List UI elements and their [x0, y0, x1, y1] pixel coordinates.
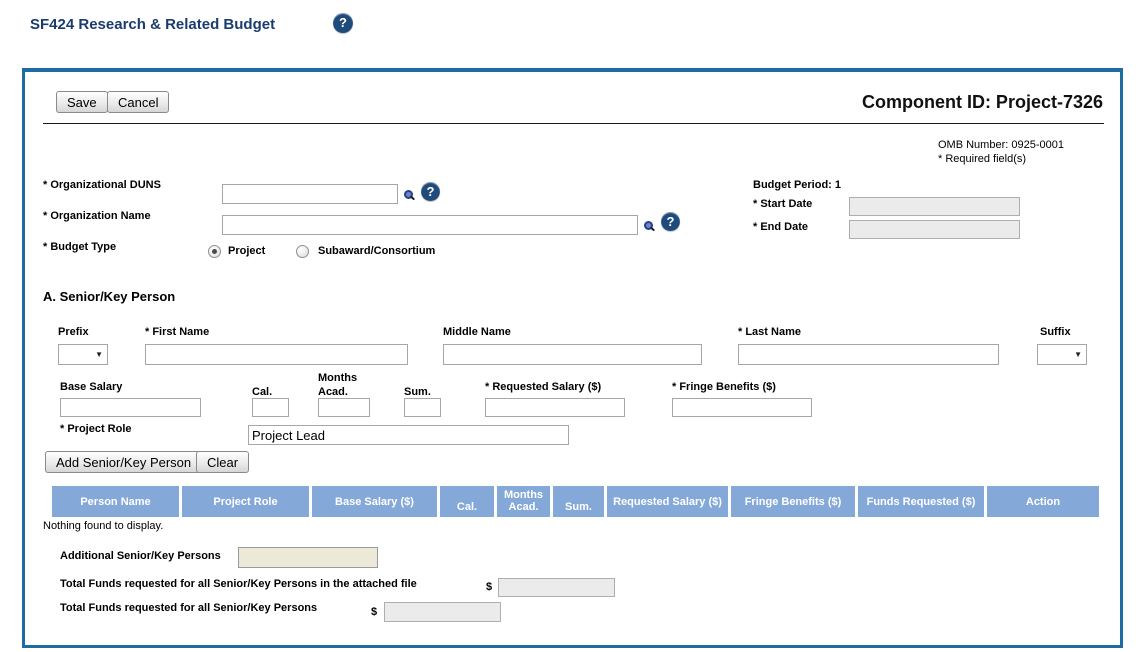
org-duns-help-icon[interactable]: ?	[421, 182, 440, 201]
chevron-down-icon: ▼	[95, 349, 103, 359]
required-fields-note: * Required field(s)	[938, 153, 1027, 165]
page-title: SF424 Research & Related Budget	[30, 16, 276, 33]
omb-block: OMB Number: 0925-0001 * Required field(s…	[938, 138, 1064, 166]
cal-months-input[interactable]	[252, 398, 289, 417]
org-name-search-icon[interactable]	[644, 221, 653, 230]
requested-salary-label: * Requested Salary ($)	[485, 381, 602, 393]
budget-type-label: * Budget Type	[43, 241, 117, 253]
acad-label: Acad.	[318, 386, 348, 398]
middle-name-label: Middle Name	[443, 326, 511, 338]
end-date-input	[849, 220, 1020, 239]
save-button[interactable]: Save	[56, 91, 108, 113]
first-name-label: * First Name	[145, 326, 210, 338]
last-name-label: * Last Name	[738, 326, 801, 338]
months-label: Months	[318, 372, 358, 384]
base-salary-label: Base Salary	[60, 381, 123, 393]
last-name-input[interactable]	[738, 344, 999, 365]
results-table-header: Person Name Project Role Base Salary ($) Ca…	[52, 486, 1102, 517]
cal-label: Cal.	[252, 386, 273, 398]
end-date-label: * End Date	[753, 221, 809, 233]
prefix-select[interactable]: ▼	[58, 344, 108, 365]
section-a-title: A. Senior/Key Person	[43, 289, 176, 304]
budget-period-label: Budget Period: 1	[753, 179, 842, 191]
table-header-cell: Funds Requested ($)	[858, 486, 984, 517]
component-id: Component ID: Project-7326	[861, 92, 1103, 112]
table-header-cell: Requested Salary ($)	[607, 486, 728, 517]
table-header-cell: Project Role	[182, 486, 309, 517]
budget-type-radio-project[interactable]	[208, 245, 221, 258]
clear-button[interactable]: Clear	[196, 451, 250, 473]
table-header-cell: Sum.	[553, 486, 604, 517]
budget-type-radio-subaward[interactable]	[296, 245, 309, 258]
prefix-label: Prefix	[58, 326, 89, 338]
attached-total-label: Total Funds requested for all Senior/Key…	[60, 578, 417, 590]
attached-total-input	[498, 578, 615, 597]
table-empty-message: Nothing found to display.	[43, 520, 164, 532]
table-header-cell: Fringe Benefits ($)	[731, 486, 855, 517]
org-duns-search-icon[interactable]	[404, 190, 413, 199]
acad-months-input[interactable]	[318, 398, 370, 417]
omb-number: OMB Number: 0925-0001	[938, 139, 1064, 151]
grand-total-input	[384, 602, 501, 622]
org-name-input[interactable]	[222, 215, 638, 235]
header-divider	[43, 123, 1104, 124]
org-duns-label: * Organizational DUNS	[43, 179, 161, 191]
suffix-label: Suffix	[1040, 326, 1071, 338]
sum-label: Sum.	[404, 386, 431, 398]
sum-months-input[interactable]	[404, 398, 441, 417]
middle-name-input[interactable]	[443, 344, 702, 365]
suffix-select[interactable]: ▼	[1037, 344, 1087, 365]
table-header-cell: Action	[987, 486, 1099, 517]
table-header-cell: Months Acad.	[497, 486, 550, 517]
page-help-icon[interactable]: ?	[333, 13, 353, 33]
budget-type-project-label[interactable]: Project	[228, 245, 266, 257]
org-name-label: * Organization Name	[43, 210, 151, 222]
org-duns-input[interactable]	[222, 184, 398, 204]
additional-persons-input[interactable]	[238, 547, 378, 568]
start-date-input	[849, 197, 1020, 216]
chevron-down-icon: ▼	[1074, 349, 1082, 359]
base-salary-input[interactable]	[60, 398, 201, 417]
budget-type-subaward-label[interactable]: Subaward/Consortium	[318, 245, 436, 257]
table-header-cell: Base Salary ($)	[312, 486, 437, 517]
requested-salary-input[interactable]	[485, 398, 625, 417]
fringe-benefits-input[interactable]	[672, 398, 812, 417]
cancel-button[interactable]: Cancel	[107, 91, 170, 113]
first-name-input[interactable]	[145, 344, 408, 365]
project-role-label: * Project Role	[60, 423, 132, 435]
add-senior-key-person-button[interactable]: Add Senior/Key Person	[45, 451, 203, 473]
project-role-input[interactable]	[248, 425, 569, 445]
grand-total-label: Total Funds requested for all Senior/Key…	[60, 602, 318, 614]
fringe-benefits-label: * Fringe Benefits ($)	[672, 381, 776, 393]
attached-total-currency: $	[486, 581, 493, 593]
additional-persons-label: Additional Senior/Key Persons	[60, 550, 221, 562]
grand-total-currency: $	[371, 606, 378, 618]
table-header-cell: Cal.	[440, 486, 494, 517]
org-name-help-icon[interactable]: ?	[661, 212, 680, 231]
start-date-label: * Start Date	[753, 198, 813, 210]
table-header-cell: Person Name	[52, 486, 179, 517]
